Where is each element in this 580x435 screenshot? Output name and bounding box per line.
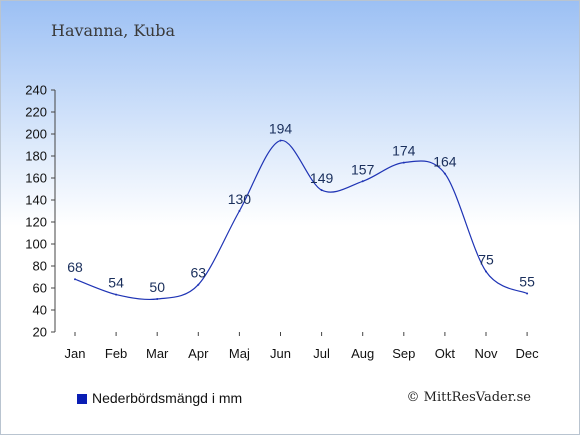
x-tick-label: Dec — [516, 346, 540, 361]
data-point — [361, 180, 364, 183]
x-tick-label: Mar — [146, 346, 169, 361]
data-point — [238, 210, 241, 212]
x-tick-label: Feb — [105, 346, 127, 361]
data-point — [443, 172, 446, 175]
copyright-text: © MittResVader.se — [406, 390, 531, 405]
legend-label: Nederbördsmängd i mm — [92, 390, 243, 406]
x-tick-label: Aug — [351, 346, 374, 361]
y-tick-label: 120 — [25, 215, 47, 230]
data-point — [485, 270, 487, 273]
data-point — [197, 283, 200, 286]
data-point — [526, 292, 529, 295]
data-point — [279, 139, 282, 142]
x-tick-label: Okt — [435, 346, 456, 361]
chart-plot — [74, 139, 529, 301]
y-tick-label: 60 — [33, 281, 47, 296]
x-tick-label: Jul — [313, 346, 330, 361]
data-point — [320, 189, 323, 192]
data-label: 55 — [519, 274, 535, 290]
x-tick-label: Jun — [270, 346, 291, 361]
chart-axes: 20 40 60 80 100 120 140 160 180 200 220 240 Jan Feb Ma… — [25, 83, 539, 362]
y-tick-label: 220 — [25, 105, 47, 120]
data-point — [115, 293, 118, 296]
y-tick-label: 20 — [33, 325, 47, 340]
y-tick-label: 80 — [33, 259, 47, 274]
x-tick-label: Nov — [474, 346, 498, 361]
y-tick-label: 140 — [25, 193, 47, 208]
data-point — [74, 278, 76, 281]
data-point — [402, 161, 405, 164]
legend-swatch — [77, 394, 87, 404]
data-label: 164 — [433, 154, 457, 170]
y-tick-label: 240 — [25, 83, 47, 98]
data-label: 50 — [149, 279, 165, 295]
data-label: 54 — [108, 275, 124, 291]
chart-data-labels: 68 54 50 63 130 194 149 157 174 164 75 55 — [67, 121, 535, 295]
x-tick-label: Maj — [229, 346, 250, 361]
data-label: 194 — [269, 121, 293, 137]
data-label: 149 — [310, 170, 334, 186]
data-label: 63 — [191, 265, 207, 281]
city-title: Havanna, Kuba — [51, 21, 176, 40]
data-label: 157 — [351, 161, 375, 177]
y-tick-label: 160 — [25, 171, 47, 186]
data-label: 68 — [67, 259, 83, 275]
y-tick-label: 200 — [25, 127, 47, 142]
y-tick-label: 40 — [33, 303, 47, 318]
data-label: 174 — [392, 143, 416, 159]
x-tick-label: Apr — [188, 346, 209, 361]
series-line — [74, 139, 528, 301]
legend: Nederbördsmängd i mm — [77, 390, 242, 406]
data-point — [156, 298, 159, 300]
data-label: 130 — [228, 191, 252, 207]
data-label: 75 — [478, 252, 494, 268]
x-tick-label: Jan — [65, 346, 86, 361]
x-tick-label: Sep — [392, 346, 415, 361]
y-tick-label: 100 — [25, 237, 47, 252]
y-tick-label: 180 — [25, 149, 47, 164]
